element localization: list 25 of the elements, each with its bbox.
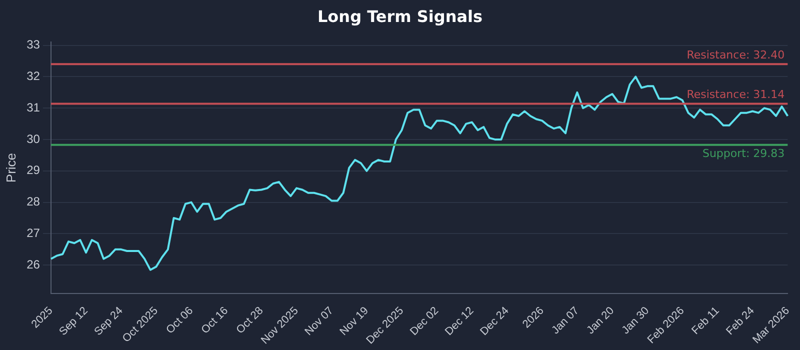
- x-tick-label: Dec 24: [478, 304, 512, 338]
- y-tick-label: 32: [26, 69, 40, 84]
- x-tick-label: Sep 12: [57, 304, 90, 338]
- x-tick-label: Dec 02: [408, 304, 442, 338]
- y-tick-label: 26: [26, 257, 40, 272]
- y-axis-title: Price: [3, 152, 18, 183]
- x-tick-label: Jan 20: [584, 304, 617, 337]
- x-tick-label: Jan 07: [550, 304, 582, 337]
- y-tick-label: 31: [26, 100, 40, 114]
- ref-line-label: Resistance: 32.40: [686, 48, 785, 62]
- x-tick-label: Feb 11: [690, 304, 722, 337]
- x-tick-label: Oct 28: [234, 304, 266, 336]
- y-tick-label: 30: [26, 132, 40, 146]
- x-tick-label: Oct 16: [199, 304, 231, 336]
- y-tick-label: 27: [26, 226, 40, 240]
- y-tick-label: 28: [26, 194, 40, 209]
- ref-line-label: Support: 29.83: [702, 147, 785, 160]
- y-tick-label: 33: [26, 38, 40, 52]
- x-tick-label: Feb 24: [724, 304, 757, 338]
- x-tick-label: Oct 06: [164, 304, 196, 336]
- chart-title: Long Term Signals: [316, 6, 484, 28]
- y-tick-label: 29: [26, 163, 40, 178]
- x-tick-label: Nov 07: [302, 304, 336, 338]
- ref-line-label: Resistance: 31.14: [686, 88, 785, 102]
- x-tick-label: Dec 12: [443, 304, 476, 338]
